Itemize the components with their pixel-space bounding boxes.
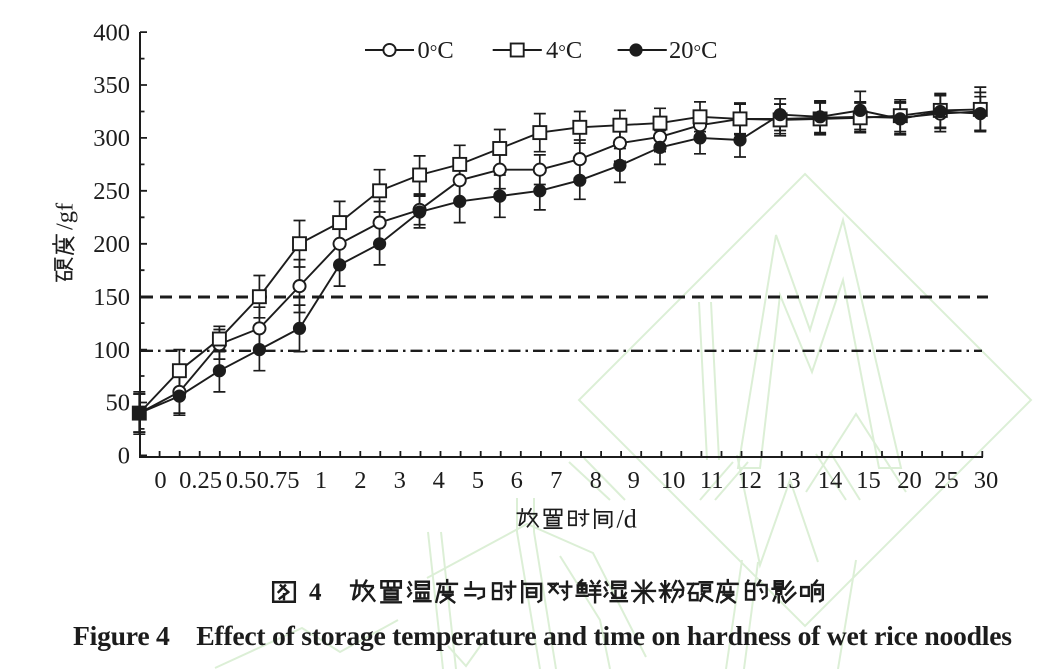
svg-text:0: 0 — [118, 443, 130, 470]
svg-text:100: 100 — [93, 337, 130, 364]
svg-text:25: 25 — [934, 467, 959, 494]
svg-text:150: 150 — [93, 284, 130, 311]
svg-text:6: 6 — [511, 467, 523, 494]
svg-text:300: 300 — [93, 125, 130, 152]
svg-text:Figure 4 Effect of storage: Figure 4 Effect of storage temperature a… — [73, 620, 1012, 651]
svg-text:12: 12 — [737, 467, 762, 494]
svg-text:14: 14 — [818, 467, 843, 494]
svg-text:7: 7 — [550, 467, 562, 494]
svg-text:0°C: 0°C — [418, 37, 454, 64]
svg-text:/d: /d — [617, 505, 637, 534]
svg-text:10: 10 — [661, 467, 686, 494]
svg-text:15: 15 — [856, 467, 881, 494]
svg-text:250: 250 — [93, 178, 130, 205]
svg-text:9: 9 — [628, 467, 640, 494]
svg-text:11: 11 — [700, 467, 724, 494]
svg-text:0.5: 0.5 — [226, 467, 257, 494]
svg-text:13: 13 — [776, 467, 801, 494]
svg-text:4°C: 4°C — [546, 37, 582, 64]
svg-text:4: 4 — [433, 467, 445, 494]
svg-text:5: 5 — [472, 467, 484, 494]
svg-text:20°C: 20°C — [669, 37, 717, 64]
svg-text:0.25: 0.25 — [179, 467, 222, 494]
svg-text:20: 20 — [897, 467, 922, 494]
svg-text:400: 400 — [93, 19, 130, 46]
svg-text:0: 0 — [154, 467, 166, 494]
svg-text:200: 200 — [93, 231, 130, 258]
svg-text:50: 50 — [106, 390, 131, 417]
svg-text:/gf: /gf — [52, 202, 79, 230]
svg-text:3: 3 — [394, 467, 406, 494]
svg-text:30: 30 — [974, 467, 999, 494]
svg-text:4: 4 — [309, 579, 322, 606]
svg-text:350: 350 — [93, 72, 130, 99]
svg-text:1: 1 — [315, 467, 327, 494]
svg-text:8: 8 — [590, 467, 602, 494]
svg-text:2: 2 — [354, 467, 366, 494]
svg-text:0.75: 0.75 — [257, 467, 300, 494]
